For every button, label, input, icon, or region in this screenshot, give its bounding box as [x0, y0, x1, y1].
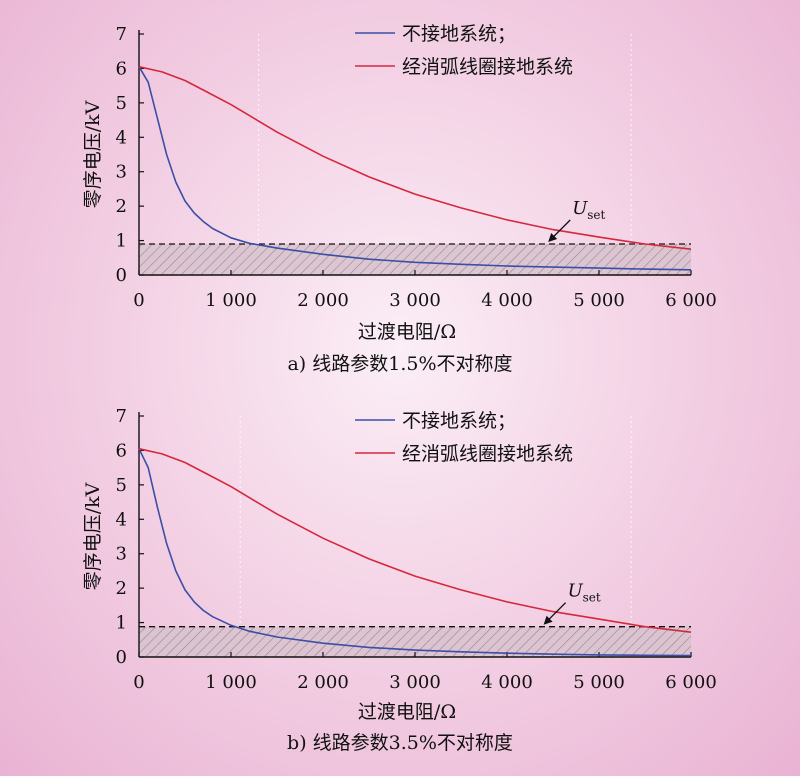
- ungrounded-system-line: [138, 66, 692, 271]
- y-tick-label: 7: [116, 406, 127, 427]
- x-tick-label: 0: [133, 290, 144, 311]
- legend-label: 经消弧线圈接地系统: [402, 443, 573, 465]
- y-tick-label: 6: [116, 58, 127, 79]
- x-tick-label: 6 000: [665, 290, 717, 311]
- legend-label: 不接地系统；: [402, 23, 516, 45]
- chart-panel-b: 0 1 2 3 4 5 6 7 0 1 000 2 000 3 000 4 000 5 000 6 000 不…: [82, 406, 717, 754]
- x-tick-label: 4 000: [481, 672, 533, 693]
- x-axis-title: 过渡电阻/Ω: [358, 321, 456, 343]
- ungrounded-system-line: [138, 448, 692, 657]
- y-tick-label: 1: [116, 231, 127, 252]
- x-tick-label: 4 000: [481, 290, 533, 311]
- x-tick-label: 3 000: [389, 290, 441, 311]
- y-tick-label: 5: [116, 93, 127, 114]
- x-tick-label: 3 000: [389, 672, 441, 693]
- x-axis-title: 过渡电阻/Ω: [358, 701, 456, 723]
- x-tick-label: 5 000: [573, 672, 625, 693]
- y-tick-label: 0: [116, 647, 127, 668]
- y-axis-title: 零序电压/kV: [82, 482, 104, 590]
- y-tick-label: 6: [116, 440, 127, 461]
- x-tick-label: 1 000: [205, 290, 257, 311]
- x-tick-label: 2 000: [297, 672, 349, 693]
- x-tick-label: 0: [133, 672, 144, 693]
- arc-suppression-coil-line: [138, 65, 692, 250]
- x-tick-label: 5 000: [573, 290, 625, 311]
- arc-suppression-coil-line: [138, 447, 692, 633]
- threshold-label-subscript: set: [587, 208, 605, 222]
- y-tick-label: 1: [116, 613, 127, 634]
- x-tick-label: 6 000: [665, 672, 717, 693]
- annotation-arrowhead: [543, 615, 553, 625]
- y-axis-title: 零序电压/kV: [82, 100, 104, 208]
- y-tick-label: 2: [116, 196, 127, 217]
- y-tick-label: 5: [116, 475, 127, 496]
- y-tick-label: 3: [116, 544, 127, 565]
- y-tick-label: 7: [116, 24, 127, 45]
- threshold-label-subscript: set: [583, 591, 601, 605]
- annotation-arrow: [551, 219, 571, 239]
- annotation-arrowhead: [548, 233, 558, 243]
- y-tick-label: 4: [116, 127, 127, 148]
- y-tick-label: 0: [116, 265, 127, 286]
- below-threshold-region: [139, 626, 691, 657]
- threshold-label: U: [572, 198, 588, 219]
- x-tick-label: 1 000: [205, 672, 257, 693]
- y-tick-label: 2: [116, 578, 127, 599]
- x-tick-label: 2 000: [297, 290, 349, 311]
- y-tick-label: 3: [116, 162, 127, 183]
- panel-caption: b) 线路参数3.5%不对称度: [287, 732, 513, 754]
- threshold-label: U: [568, 581, 584, 602]
- annotation-arrow: [547, 602, 567, 622]
- panel-caption: a) 线路参数1.5%不对称度: [287, 353, 512, 375]
- legend-label: 经消弧线圈接地系统: [402, 56, 573, 78]
- chart-panel-a: 0 1 2 3 4 5 6 7 0 1 000 2 000 3 000 4 000 5 000 6 000 不…: [82, 23, 717, 375]
- y-tick-label: 4: [116, 509, 127, 530]
- below-threshold-region: [139, 244, 691, 275]
- legend-label: 不接地系统；: [402, 410, 516, 432]
